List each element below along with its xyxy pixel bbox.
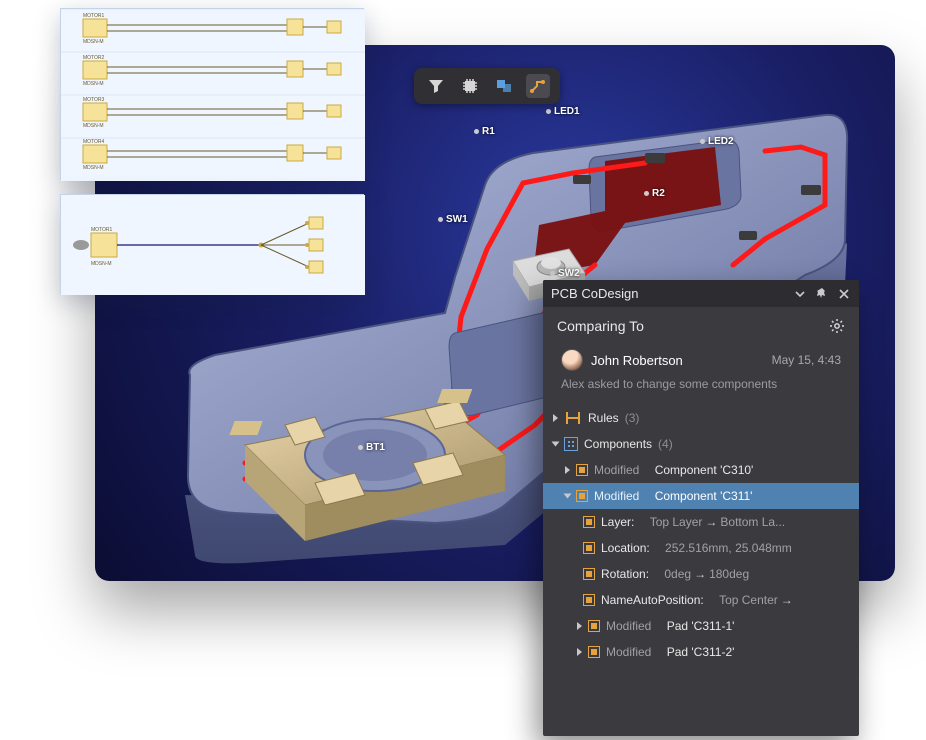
svg-text:MOTOR1: MOTOR1	[83, 13, 105, 19]
rules-icon	[564, 412, 582, 424]
tree-prop-layer[interactable]: Layer: Top Layer→Bottom La...	[543, 509, 859, 535]
user-message: Alex asked to change some components	[543, 373, 859, 401]
tree-prop-location[interactable]: Location: 252.516mm, 25.048mm	[543, 535, 859, 561]
layers-button[interactable]	[492, 74, 516, 98]
tree-components[interactable]: Components (4)	[543, 431, 859, 457]
route-button[interactable]	[526, 74, 550, 98]
schematic-thumbnail-1[interactable]: MOTOR1 MDSN-M MOTOR2 MDSN-M MOTOR3 MDSN-M	[60, 8, 364, 180]
label-led1: LED1	[541, 105, 585, 118]
user-name: John Robertson	[591, 353, 683, 368]
avatar	[561, 349, 583, 371]
svg-text:MOTOR1: MOTOR1	[91, 227, 113, 233]
pin-icon[interactable]	[815, 287, 829, 301]
tree-rules[interactable]: Rules (3)	[543, 405, 859, 431]
label-sw1: SW1	[433, 213, 473, 226]
user-row: John Robertson May 15, 4:43	[543, 345, 859, 373]
modified-icon	[583, 516, 595, 528]
label-r1: R1	[469, 125, 500, 138]
svg-text:MDSN-M: MDSN-M	[83, 123, 104, 129]
chip-button[interactable]	[458, 74, 482, 98]
modified-icon	[583, 568, 595, 580]
tree-pad-1[interactable]: Modified Pad 'C311-1'	[543, 613, 859, 639]
svg-text:MDSN-M: MDSN-M	[83, 39, 104, 45]
tree-c311[interactable]: Modified Component 'C311'	[543, 483, 859, 509]
view-toolbar	[414, 68, 560, 104]
label-bt1: BT1	[353, 441, 390, 454]
label-sw2: SW2	[545, 267, 585, 280]
label-r2: R2	[639, 187, 670, 200]
gear-icon[interactable]	[829, 318, 845, 334]
panel-title: PCB CoDesign	[551, 286, 638, 301]
user-date: May 15, 4:43	[772, 353, 841, 367]
codesign-panel: PCB CoDesign Comparing To John Robertson…	[543, 280, 859, 736]
modified-icon	[576, 490, 588, 502]
close-icon[interactable]	[837, 287, 851, 301]
modified-icon	[583, 542, 595, 554]
changes-tree[interactable]: Rules (3) Components (4) Modified Compon…	[543, 401, 859, 665]
tree-prop-rotation[interactable]: Rotation: 0deg→180deg	[543, 561, 859, 587]
svg-text:MOTOR2: MOTOR2	[83, 55, 105, 61]
svg-text:MDSN-M: MDSN-M	[91, 261, 112, 267]
components-icon	[564, 437, 578, 451]
tree-c310[interactable]: Modified Component 'C310'	[543, 457, 859, 483]
svg-text:MDSN-M: MDSN-M	[83, 165, 104, 171]
modified-icon	[576, 464, 588, 476]
section-title: Comparing To	[557, 318, 644, 334]
panel-titlebar[interactable]: PCB CoDesign	[543, 280, 859, 307]
svg-text:MOTOR4: MOTOR4	[83, 139, 105, 145]
svg-text:MOTOR3: MOTOR3	[83, 97, 105, 103]
section-header: Comparing To	[543, 307, 859, 345]
dropdown-icon[interactable]	[793, 287, 807, 301]
label-led2: LED2	[695, 135, 739, 148]
schematic-thumbnail-2[interactable]: MOTOR1 MDSN-M	[60, 194, 364, 294]
tree-pad-2[interactable]: Modified Pad 'C311-2'	[543, 639, 859, 665]
filter-button[interactable]	[424, 74, 448, 98]
tree-prop-nameauto[interactable]: NameAutoPosition: Top Center→	[543, 587, 859, 613]
modified-icon	[588, 646, 600, 658]
modified-icon	[583, 594, 595, 606]
svg-text:MDSN-M: MDSN-M	[83, 81, 104, 87]
modified-icon	[588, 620, 600, 632]
